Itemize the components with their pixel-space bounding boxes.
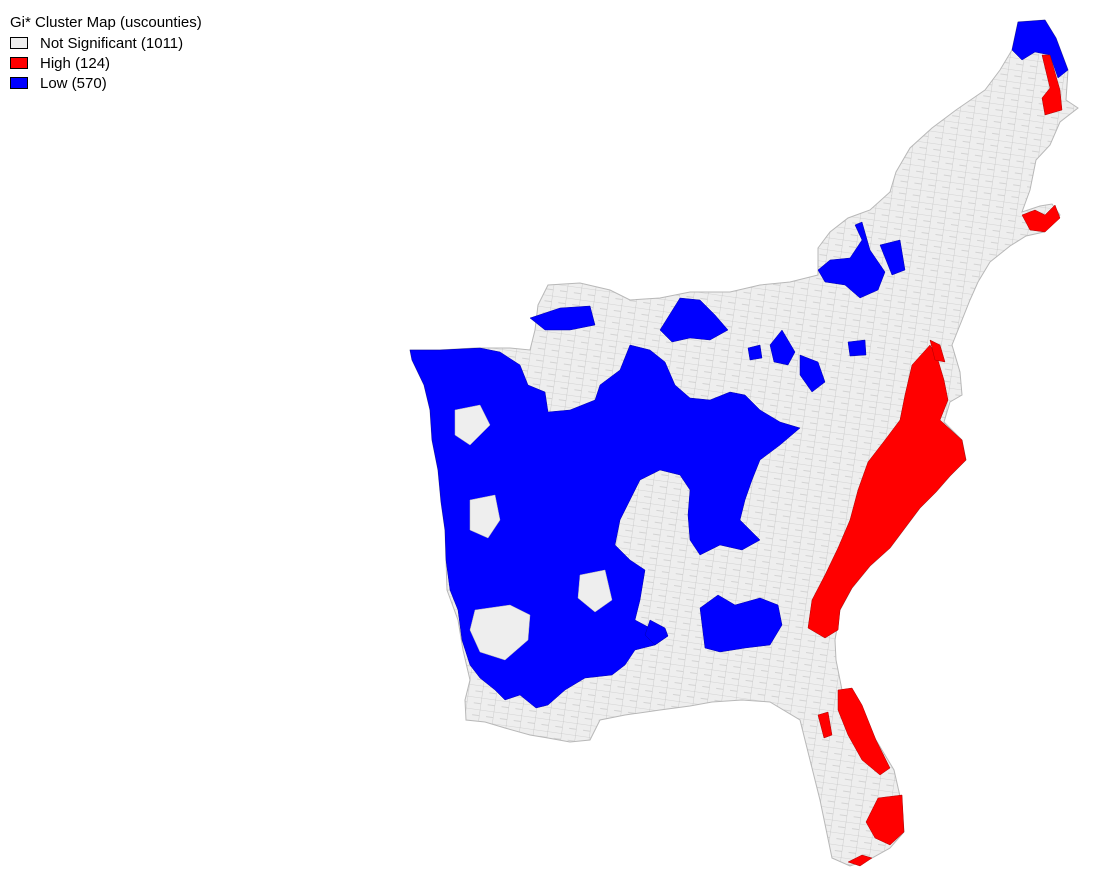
region-high: [807, 54, 1063, 867]
high-cluster-cape-cod: [1021, 204, 1061, 233]
low-cluster-maine: [1011, 19, 1069, 79]
region-low: [409, 19, 1069, 709]
high-cluster-florida-west: [817, 711, 833, 739]
low-hole-3: [577, 569, 613, 613]
map-legend: Gi* Cluster Map (uscounties) Not Signifi…: [10, 13, 202, 93]
high-cluster-dc: [929, 339, 946, 363]
high-cluster-coast: [807, 344, 967, 639]
low-cluster-ny: [817, 221, 886, 299]
legend-title: Gi* Cluster Map (uscounties): [10, 14, 202, 31]
swatch-not-significant: [10, 37, 28, 49]
legend-label-high: High (124): [40, 54, 111, 72]
legend-label-low: Low (570): [40, 74, 107, 92]
legend-item-low: Low (570): [10, 73, 202, 93]
low-cluster-ohio: [659, 297, 729, 343]
low-cluster-ar: [644, 619, 669, 646]
low-cluster-ga: [699, 594, 783, 653]
low-cluster-pa2: [799, 354, 826, 393]
low-cluster-michigan: [529, 305, 596, 331]
low-hole-4: [454, 404, 491, 446]
swatch-high: [10, 57, 28, 69]
low-hole-2: [469, 604, 531, 661]
legend-item-not-significant: Not Significant (1011): [10, 33, 202, 53]
swatch-low: [10, 77, 28, 89]
legend-item-high: High (124): [10, 53, 202, 73]
low-hole-1: [469, 494, 501, 539]
high-cluster-miami: [865, 794, 905, 846]
high-cluster-florida: [837, 687, 891, 776]
high-cluster-maine: [1041, 54, 1063, 116]
legend-label-not-significant: Not Significant (1011): [40, 34, 184, 52]
high-cluster-keys: [847, 854, 873, 867]
low-cluster-pa: [769, 329, 796, 366]
low-cluster-md: [847, 339, 867, 357]
low-cluster-ny-east: [879, 239, 906, 276]
low-cluster-wv: [747, 344, 763, 361]
